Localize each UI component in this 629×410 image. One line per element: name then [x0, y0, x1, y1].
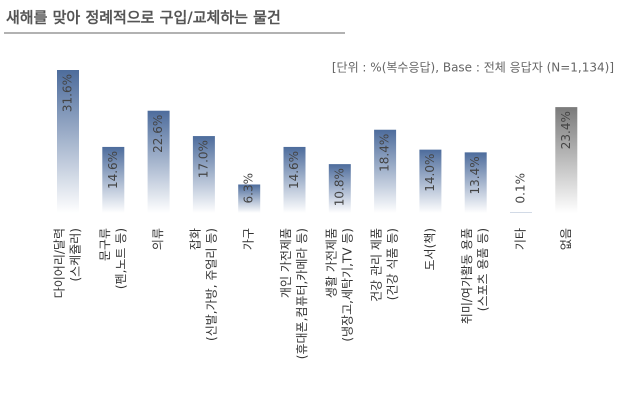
- value-label: 17.0%: [196, 140, 210, 178]
- x-tick-label: 문구류: [98, 228, 112, 261]
- x-tick-label: (건강 식품 등): [386, 228, 400, 300]
- x-tick-label: (스포츠 용품 등): [476, 228, 490, 311]
- value-label: 23.4%: [559, 111, 573, 149]
- value-label: 22.6%: [151, 115, 165, 153]
- x-tick-label: 생활 가전제품: [324, 228, 338, 298]
- value-label: 14.6%: [106, 151, 120, 189]
- x-tick-label: 취미/여가활동 용품: [460, 228, 474, 324]
- x-tick-label: 잡화: [188, 228, 202, 250]
- x-tick-label: (냉장고,세탁기,TV 등): [340, 228, 354, 342]
- value-label: 14.0%: [423, 154, 437, 192]
- x-tick-label: 개인 가전제품: [279, 228, 293, 298]
- x-tick-label: (스케쥴러): [69, 228, 83, 282]
- x-tick-label: 기타: [514, 228, 528, 250]
- value-label: 10.8%: [332, 168, 346, 206]
- value-label: 31.6%: [61, 74, 75, 112]
- value-label: 13.4%: [468, 156, 482, 194]
- x-tick-label: 건강 관리 제품: [370, 228, 384, 302]
- x-tick-label: 없음: [559, 228, 573, 250]
- x-tick-label: (펜,노트 등): [114, 228, 128, 289]
- value-label: 0.1%: [514, 173, 528, 204]
- x-tick-label: (휴대폰,컴퓨터,카메라 등): [295, 228, 309, 359]
- value-label: 14.6%: [287, 151, 301, 189]
- x-tick-label: 다이어리/달력: [53, 228, 67, 298]
- x-tick-label: (신발,가방, 쥬얼리 등): [204, 228, 218, 341]
- x-tick-label: 도서(책): [422, 228, 437, 270]
- chart-title: 새해를 맞아 정례적으로 구입/교체하는 물건: [6, 9, 281, 27]
- chart-subtitle: [단위 : %(복수응답), Base : 전체 응답자 (N=1,134)]: [332, 61, 614, 75]
- x-tick-label: 가구: [242, 228, 256, 250]
- value-label: 18.4%: [378, 134, 392, 172]
- value-label: 6.3%: [242, 173, 256, 204]
- x-tick-label: 의류: [151, 228, 165, 250]
